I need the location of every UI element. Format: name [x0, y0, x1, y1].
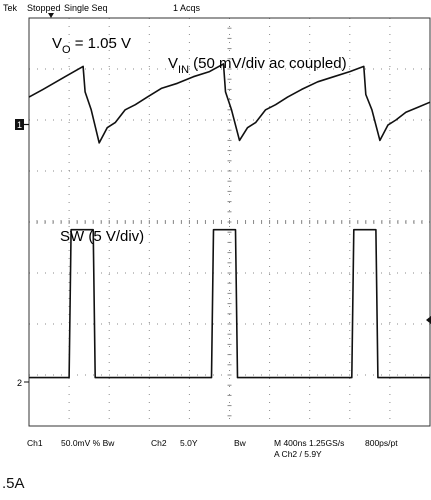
graticule	[28, 17, 431, 427]
footer-ch2: Ch2	[151, 438, 167, 448]
header-acqs: 1 Acqs	[173, 3, 201, 13]
trigger-level-marker	[426, 316, 431, 324]
footer-timebase: M 400ns 1.25GS/s	[274, 438, 344, 448]
oscilloscope-screen: Tek Stopped Single Seq 1 Acqs VO = 1.05 …	[0, 0, 431, 470]
header-mode: Single Seq	[64, 3, 108, 13]
footer-trigger: A Ch2 / 5.9Y	[274, 449, 322, 459]
footer-resolution: 800ps/pt	[365, 438, 398, 448]
header-brand: Tek	[3, 3, 18, 13]
vo-label: VO = 1.05 V	[52, 35, 131, 56]
sw-label: SW (5 V/div)	[60, 228, 144, 245]
footer-ch1: Ch1	[27, 438, 43, 448]
ch2-marker-label: 2	[17, 378, 22, 388]
footer-ch1-scale: 50.0mV % Bw	[61, 438, 115, 448]
figure-caption: .5A	[2, 475, 25, 492]
screen-background	[0, 0, 431, 470]
footer-bw: Bw	[234, 438, 247, 448]
vin-label: VIN (50 mV/div ac coupled)	[168, 55, 347, 76]
sw-trace	[29, 228, 430, 379]
vin-trace	[28, 63, 431, 144]
plot-frame	[28, 17, 431, 427]
footer-ch2-scale: 5.0Y	[180, 438, 198, 448]
ch1-marker	[15, 119, 24, 130]
header-status: Stopped	[27, 3, 61, 13]
trigger-position-marker	[48, 13, 54, 18]
ch1-marker-label: 1	[17, 120, 22, 130]
